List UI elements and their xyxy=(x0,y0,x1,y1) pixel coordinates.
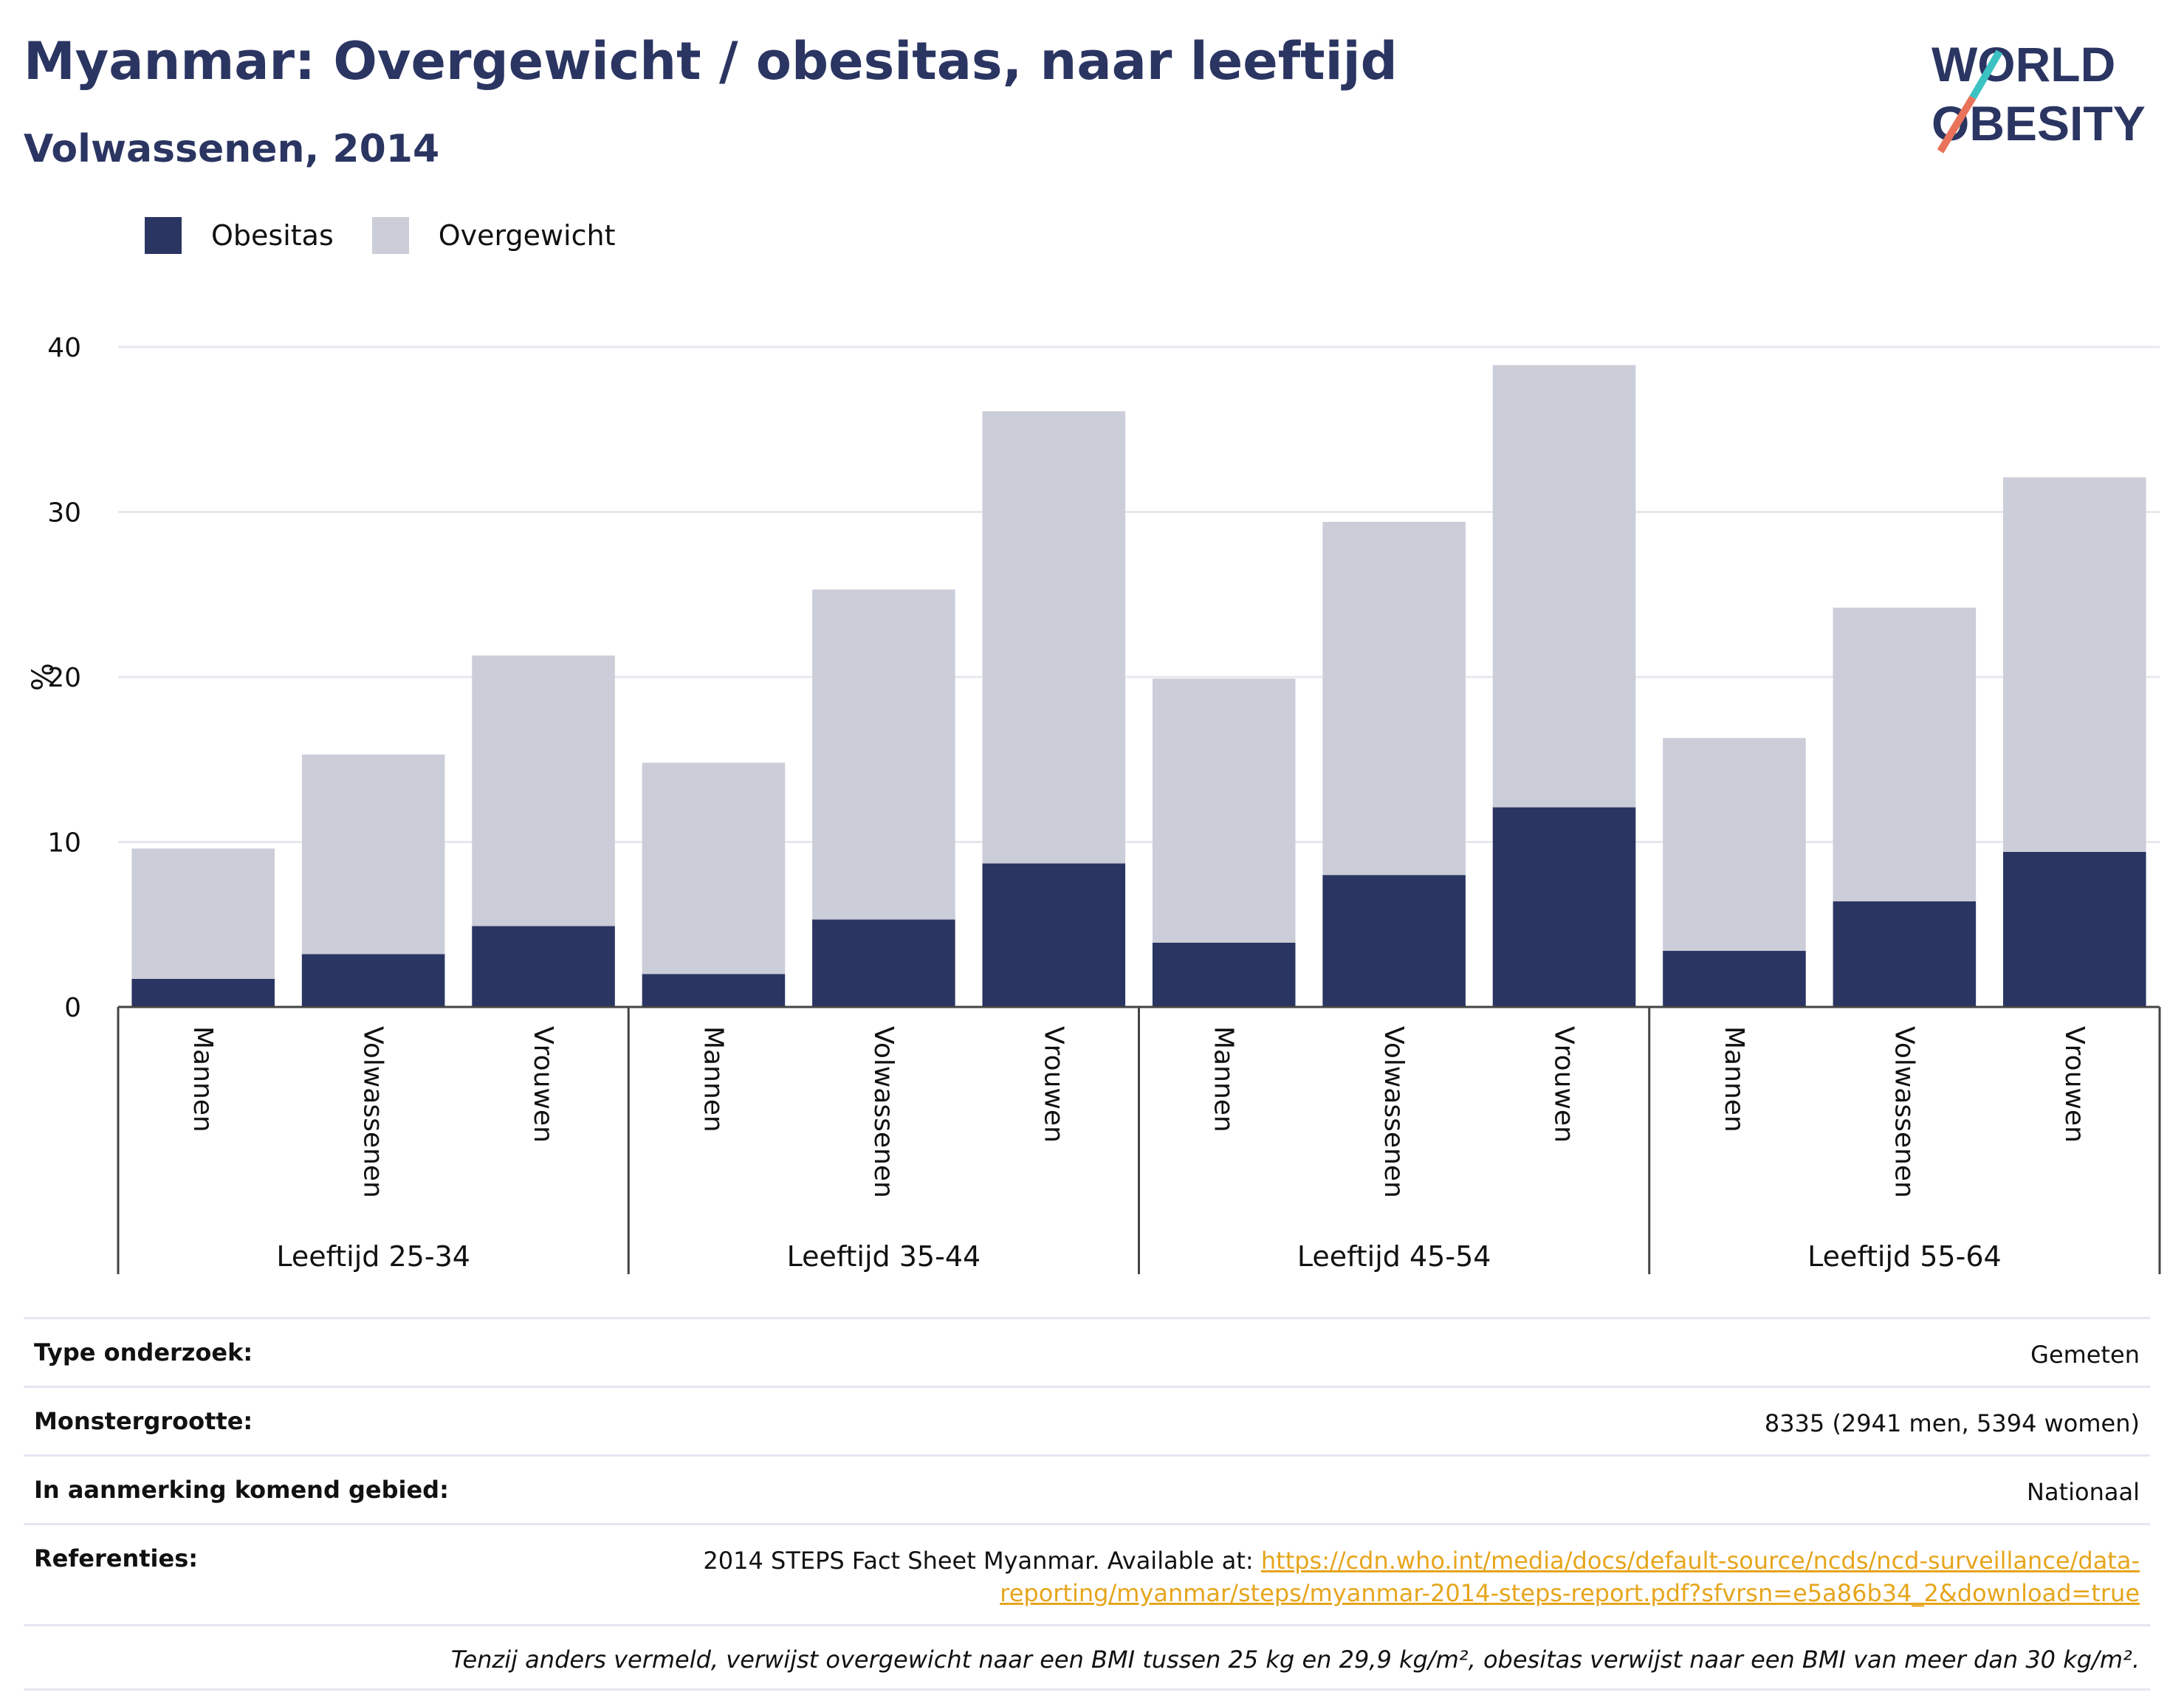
bar-obesitas xyxy=(812,919,955,1007)
bar-obesitas xyxy=(2003,851,2146,1007)
x-category-label: Vrouwen xyxy=(1549,1026,1579,1143)
bar-obesitas xyxy=(131,979,275,1007)
bar-overgewicht xyxy=(812,589,955,920)
bar-obesitas xyxy=(642,974,786,1007)
y-tick-label: 20 xyxy=(47,663,81,693)
bar-obesitas xyxy=(1663,951,1806,1007)
y-tick-label: 10 xyxy=(47,828,81,859)
metadata-table: Type onderzoek: Gemeten Monstergrootte: … xyxy=(24,1317,2150,1691)
x-group-label: Leeftijd 35-44 xyxy=(787,1240,981,1273)
bar-obesitas xyxy=(1833,901,1977,1007)
bar-obesitas xyxy=(982,863,1126,1007)
bar-obesitas xyxy=(1152,942,1296,1007)
bar-overgewicht xyxy=(1833,608,1977,901)
metadata-key: Type onderzoek: xyxy=(34,1338,253,1366)
x-category-label: Mannen xyxy=(188,1026,218,1132)
definition-note: Tenzij anders vermeld, verwijst overgewi… xyxy=(450,1646,2140,1674)
bar-overgewicht xyxy=(1663,738,1806,952)
x-category-label: Mannen xyxy=(698,1026,728,1132)
metadata-row-area: In aanmerking komend gebied: Nationaal xyxy=(24,1454,2150,1523)
x-category-label: Vrouwen xyxy=(528,1026,558,1143)
x-category-label: Mannen xyxy=(1209,1026,1239,1132)
x-category-label: Volwassenen xyxy=(1378,1026,1409,1198)
x-category-label: Mannen xyxy=(1719,1026,1749,1132)
x-group-label: Leeftijd 25-34 xyxy=(276,1240,470,1273)
x-category-label: Volwassenen xyxy=(868,1026,899,1198)
bar-overgewicht xyxy=(982,411,1126,864)
y-tick-label: 30 xyxy=(47,498,81,529)
bar-overgewicht xyxy=(1152,678,1296,943)
legend-label-overgewicht: Overgewicht xyxy=(438,219,616,252)
x-category-label: Vrouwen xyxy=(2059,1026,2089,1143)
bar-overgewicht xyxy=(642,763,786,974)
y-tick-label: 40 xyxy=(47,333,81,363)
bar-overgewicht xyxy=(1322,521,1466,876)
bar-obesitas xyxy=(301,954,445,1007)
metadata-value: Nationaal xyxy=(2027,1478,2140,1506)
metadata-key: In aanmerking komend gebied: xyxy=(34,1476,449,1504)
svg-text:WORLD: WORLD xyxy=(1931,37,2115,92)
x-group-label: Leeftijd 45-54 xyxy=(1297,1240,1491,1273)
legend-swatch-overgewicht xyxy=(371,217,409,254)
metadata-key: Referenties: xyxy=(34,1544,199,1572)
svg-text:OBESITY: OBESITY xyxy=(1931,96,2146,151)
x-category-label: Vrouwen xyxy=(1038,1026,1068,1143)
page-subtitle: Volwassenen, 2014 xyxy=(24,127,440,171)
reference-text: 2014 STEPS Fact Sheet Myanmar. Available… xyxy=(703,1547,1261,1575)
metadata-value: 2014 STEPS Fact Sheet Myanmar. Available… xyxy=(663,1544,2140,1609)
x-group-label: Leeftijd 55-64 xyxy=(1807,1240,2002,1273)
y-tick-label: 0 xyxy=(64,993,81,1023)
bar-obesitas xyxy=(472,926,615,1007)
metadata-value: Gemeten xyxy=(2030,1341,2140,1369)
x-category-label: Volwassenen xyxy=(358,1026,388,1198)
y-axis-label: % xyxy=(27,663,61,691)
metadata-row-references: Referenties: 2014 STEPS Fact Sheet Myanm… xyxy=(24,1523,2150,1624)
x-category-label: Volwassenen xyxy=(1889,1026,1919,1198)
chart-legend: Obesitas Overgewicht xyxy=(145,217,654,254)
metadata-value: 8335 (2941 men, 5394 women) xyxy=(1764,1409,2140,1437)
metadata-note-row: Tenzij anders vermeld, verwijst overgewi… xyxy=(24,1624,2150,1691)
metadata-row-type: Type onderzoek: Gemeten xyxy=(24,1317,2150,1386)
bar-overgewicht xyxy=(131,848,275,980)
bar-overgewicht xyxy=(472,655,615,926)
stacked-bar-chart: 0 10 20 30 40% Mannen Volwassenen Vrouwen Leefti… xyxy=(27,333,2161,1274)
world-obesity-logo: WORLD OBESITY xyxy=(1931,37,2146,154)
reference-link[interactable]: https://cdn.who.int/media/docs/default-s… xyxy=(1000,1547,2140,1607)
metadata-key: Monstergrootte: xyxy=(34,1407,253,1435)
bar-obesitas xyxy=(1492,807,1636,1007)
bar-overgewicht xyxy=(2003,477,2146,852)
metadata-row-sample: Monstergrootte: 8335 (2941 men, 5394 wom… xyxy=(24,1386,2150,1454)
bar-overgewicht xyxy=(1492,365,1636,808)
page-title: Myanmar: Overgewicht / obesitas, naar le… xyxy=(24,31,1398,92)
legend-label-obesitas: Obesitas xyxy=(211,219,334,252)
bar-overgewicht xyxy=(301,754,445,955)
bar-obesitas xyxy=(1322,875,1466,1007)
legend-swatch-obesitas xyxy=(145,217,182,254)
